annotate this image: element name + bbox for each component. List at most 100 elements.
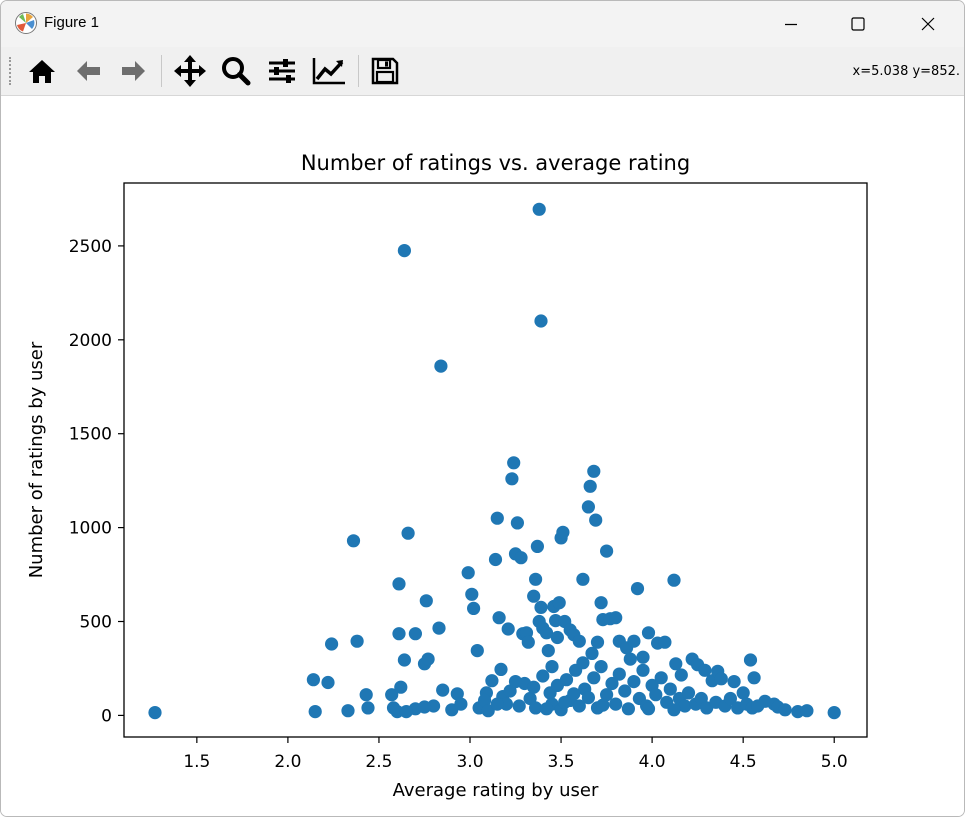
edit-axes-button[interactable] bbox=[310, 53, 348, 89]
scatter-point bbox=[587, 671, 601, 685]
scatter-point bbox=[521, 635, 535, 649]
edit-axes-icon bbox=[312, 58, 345, 85]
back-button[interactable] bbox=[69, 53, 107, 89]
scatter-point bbox=[621, 702, 636, 716]
scatter-point bbox=[552, 596, 566, 610]
scatter-point bbox=[490, 697, 504, 711]
scatter-point bbox=[667, 573, 681, 587]
scatter-point bbox=[488, 552, 503, 567]
maximize-button[interactable] bbox=[835, 1, 881, 47]
y-tick-label: 0 bbox=[101, 706, 112, 726]
scatter-point bbox=[778, 703, 792, 717]
scatter-point bbox=[539, 702, 554, 716]
scatter-point bbox=[618, 684, 632, 698]
scatter-point bbox=[600, 688, 614, 702]
scatter-point bbox=[306, 673, 320, 687]
scatter-point bbox=[536, 669, 550, 683]
toolbar-separator bbox=[161, 55, 162, 87]
scatter-point bbox=[581, 691, 596, 705]
scatter-point bbox=[417, 700, 432, 714]
scatter-point bbox=[461, 566, 475, 580]
scatter-point bbox=[478, 693, 492, 708]
scatter-point bbox=[723, 691, 738, 706]
close-button[interactable] bbox=[905, 1, 951, 47]
y-tick-label: 2500 bbox=[69, 237, 112, 257]
x-tick-label: 1.5 bbox=[183, 752, 210, 772]
y-tick-label: 500 bbox=[80, 613, 112, 633]
scatter-point bbox=[727, 675, 741, 689]
scatter-point bbox=[421, 652, 435, 666]
axes-frame bbox=[123, 182, 868, 738]
scatter-point bbox=[539, 626, 554, 640]
scatter-point bbox=[432, 621, 446, 635]
scatter-point bbox=[408, 627, 422, 641]
scatter-point bbox=[623, 652, 637, 666]
x-tick-label: 2.5 bbox=[365, 752, 392, 772]
scatter-point bbox=[529, 572, 543, 586]
scatter-point bbox=[527, 680, 541, 694]
scatter-point bbox=[559, 673, 574, 687]
x-tick-label: 3.5 bbox=[548, 752, 575, 772]
scatter-point bbox=[636, 650, 650, 664]
cursor-coordinates: x=5.038 y=852. bbox=[852, 64, 960, 79]
scatter-point bbox=[751, 699, 765, 713]
scatter-point bbox=[576, 656, 590, 670]
x-tick-label: 4.0 bbox=[639, 752, 666, 772]
scatter-point bbox=[583, 479, 597, 493]
zoom-icon bbox=[222, 57, 251, 86]
forward-button[interactable] bbox=[115, 53, 153, 89]
chart-title: Number of ratings vs. average rating bbox=[301, 151, 690, 175]
title-bar[interactable]: Figure 1 bbox=[1, 1, 964, 47]
scatter-point bbox=[399, 705, 413, 719]
scatter-point bbox=[507, 456, 521, 470]
scatter-point bbox=[663, 682, 677, 696]
scatter-point bbox=[394, 680, 408, 694]
scatter-point bbox=[390, 705, 404, 719]
scatter-point bbox=[450, 687, 464, 701]
toolbar-separator bbox=[358, 55, 359, 87]
scatter-point bbox=[494, 662, 508, 677]
subplots-icon bbox=[269, 59, 295, 83]
scatter-point bbox=[581, 500, 596, 514]
pan-icon bbox=[174, 55, 206, 87]
scatter-chart[interactable]: 1.5 2.0 2.5 3.0 3.5 4.0 4.5 5.0 0 500 1000 1500 200… bbox=[1, 96, 964, 816]
scatter-point bbox=[567, 687, 581, 701]
save-button[interactable] bbox=[366, 53, 404, 89]
scatter-point bbox=[392, 627, 406, 641]
scatter-point bbox=[485, 674, 499, 688]
scatter-point bbox=[698, 663, 712, 677]
figure-canvas[interactable]: 1.5 2.0 2.5 3.0 3.5 4.0 4.5 5.0 0 500 1000 1500 200… bbox=[1, 96, 964, 816]
scatter-point bbox=[658, 635, 672, 649]
scatter-point bbox=[594, 660, 608, 674]
configure-subplots-button[interactable] bbox=[263, 53, 301, 89]
home-button[interactable] bbox=[23, 53, 61, 89]
scatter-point bbox=[594, 596, 608, 610]
scatter-point bbox=[346, 534, 361, 548]
pan-button[interactable] bbox=[171, 53, 209, 89]
scatter-point bbox=[499, 697, 513, 711]
scatter-point bbox=[490, 511, 504, 525]
x-tick-label: 3.0 bbox=[456, 752, 483, 772]
scatter-point bbox=[534, 314, 548, 328]
scatter-point bbox=[743, 653, 758, 667]
scatter-point bbox=[714, 672, 728, 686]
y-axis-label: Number of ratings by user bbox=[26, 341, 47, 578]
x-tick-label: 5.0 bbox=[821, 752, 848, 772]
x-tick-label: 4.5 bbox=[730, 752, 757, 772]
scatter-point bbox=[308, 705, 322, 719]
scatter-point bbox=[385, 688, 399, 702]
y-axis-ticks: 0 500 1000 1500 2000 2500 bbox=[69, 237, 124, 726]
toolbar-grip[interactable] bbox=[9, 57, 13, 85]
scatter-point bbox=[747, 671, 761, 685]
zoom-button[interactable] bbox=[217, 53, 255, 89]
scatter-point bbox=[508, 675, 523, 689]
scatter-point bbox=[636, 663, 650, 677]
scatter-point bbox=[436, 683, 450, 697]
home-icon bbox=[29, 60, 55, 83]
scatter-point bbox=[550, 630, 565, 645]
scatter-point bbox=[545, 660, 559, 674]
maximize-icon bbox=[851, 17, 865, 31]
back-arrow-icon bbox=[77, 61, 100, 81]
minimize-button[interactable] bbox=[768, 1, 814, 47]
scatter-point bbox=[674, 668, 688, 682]
